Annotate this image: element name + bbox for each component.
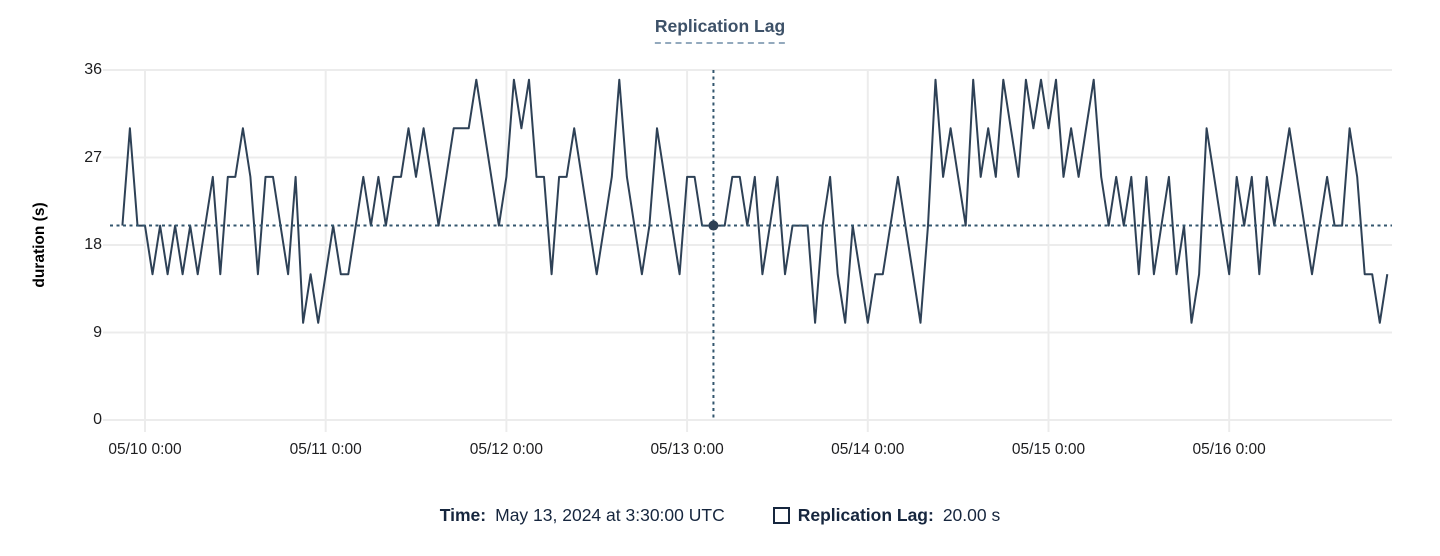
- tooltip-footer: Time: May 13, 2024 at 3:30:00 UTC Replic…: [0, 505, 1440, 526]
- y-tick-label: 0: [93, 411, 102, 428]
- x-tick-label: 05/12 0:00: [469, 441, 544, 458]
- series-line-replication-lag: [121, 78, 1389, 324]
- plot-area[interactable]: [0, 0, 1440, 495]
- y-tick-label: 18: [84, 236, 102, 253]
- x-tick-label: 05/11 0:00: [289, 441, 362, 458]
- x-tick-label: 05/13 0:00: [650, 441, 724, 458]
- y-tick-label: 27: [84, 148, 102, 166]
- tooltip-time-group: Time: May 13, 2024 at 3:30:00 UTC: [440, 505, 725, 526]
- chart-title[interactable]: Replication Lag: [654, 16, 786, 44]
- x-tick-label: 05/10 0:00: [108, 441, 182, 458]
- x-tick-label: 05/14 0:00: [831, 441, 905, 458]
- legend-item-replication-lag[interactable]: Replication Lag: 20.00 s: [772, 505, 1001, 526]
- y-tick-label: 36: [84, 61, 102, 78]
- y-tick-label: 9: [93, 323, 102, 341]
- x-tick-label: 05/15 0:00: [1011, 441, 1086, 458]
- series-label: Replication Lag:: [797, 505, 934, 525]
- legend-square-icon: [772, 507, 790, 524]
- hovered-point-marker[interactable]: [708, 220, 719, 231]
- series-value: 20.00 s: [942, 505, 1001, 525]
- time-value: May 13, 2024 at 3:30:00 UTC: [495, 505, 725, 525]
- time-label: Time:: [439, 505, 487, 525]
- x-tick-label: 05/16 0:00: [1192, 441, 1266, 458]
